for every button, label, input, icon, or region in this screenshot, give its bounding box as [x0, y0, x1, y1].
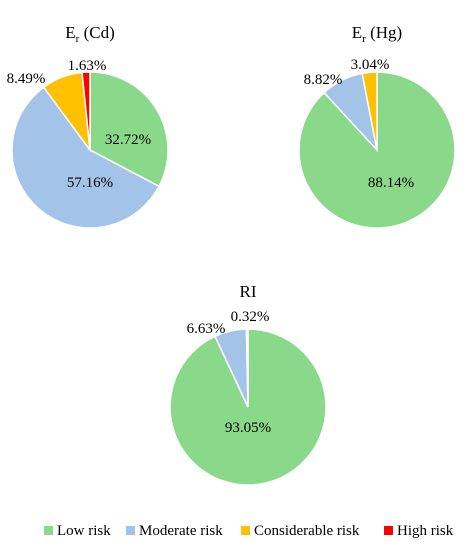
chart-title-main: E: [65, 23, 75, 42]
pie-slice-high: [81, 71, 91, 151]
pie-slice-considerable: [361, 71, 378, 151]
legend-label-considerable: Considerable risk: [254, 523, 360, 539]
pie-chart-1: Er (Cd) 32.72% 57.16% 8.49% 1.63%: [7, 23, 169, 229]
chart-title-rest: (Hg): [366, 23, 402, 42]
legend-swatch-high: [384, 526, 393, 535]
legend-label-moderate: Moderate risk: [139, 523, 223, 539]
pie-slice-moderate: [11, 86, 161, 229]
pie-slice-considerable: [245, 328, 249, 408]
chart-title: Er (Hg): [352, 23, 402, 45]
pie-chart-2: Er (Hg) 88.14% 8.82% 3.04%: [298, 23, 456, 229]
slice-label-considerable: 3.04%: [351, 57, 390, 73]
slice-label-considerable: 8.49%: [7, 71, 46, 87]
slice-label-moderate: 6.63%: [187, 321, 226, 337]
pie-slice-low: [298, 71, 456, 229]
chart-title-sub: r: [362, 33, 366, 45]
slice-label-moderate: 8.82%: [304, 72, 343, 88]
chart-title-rest: (Cd): [79, 23, 114, 42]
slice-label-high: 1.63%: [68, 58, 107, 74]
legend: Low risk Moderate risk Considerable risk Hi…: [44, 523, 454, 539]
legend-swatch-low: [44, 526, 53, 535]
chart-title: Er (Cd): [65, 23, 114, 45]
slice-label-low: 93.05%: [225, 420, 271, 436]
legend-label-high: High risk: [397, 523, 454, 539]
pie-chart-3: RI 93.05% 6.63% 0.32%: [169, 282, 327, 486]
pie-slice-low: [89, 71, 169, 188]
legend-label-low: Low risk: [57, 523, 111, 539]
chart-title-main: E: [352, 23, 362, 42]
slice-label-moderate: 57.16%: [67, 175, 113, 191]
slice-label-low: 88.14%: [368, 175, 414, 191]
legend-swatch-considerable: [241, 526, 250, 535]
chart-title-main: RI: [240, 282, 257, 301]
legend-swatch-moderate: [126, 526, 135, 535]
slice-label-considerable: 0.32%: [231, 309, 270, 325]
chart-title-sub: r: [76, 33, 80, 45]
chart-title: RI: [240, 282, 257, 301]
slice-label-low: 32.72%: [105, 132, 151, 148]
